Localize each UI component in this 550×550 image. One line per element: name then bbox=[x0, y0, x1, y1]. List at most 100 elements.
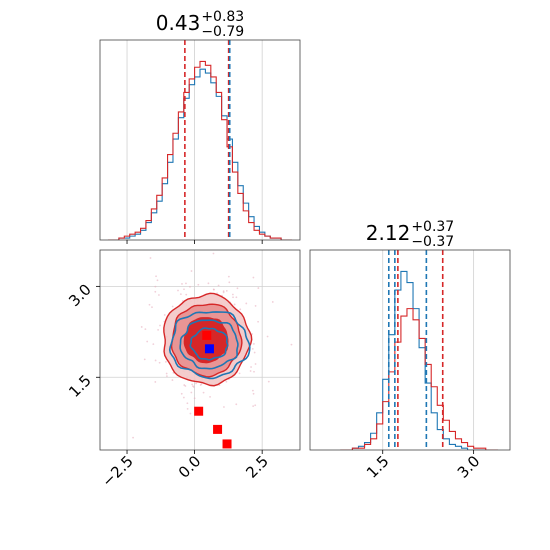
marginal-x-ticks bbox=[126, 240, 263, 244]
joint-sample-point bbox=[166, 375, 168, 378]
joint-y-tick-label: 1.5 bbox=[65, 371, 95, 401]
joint-sample-point bbox=[193, 397, 196, 400]
joint-sample-point bbox=[251, 333, 253, 335]
joint-sample-point bbox=[253, 343, 255, 345]
joint-sample-point bbox=[181, 283, 183, 285]
joint-sample-point bbox=[212, 288, 215, 291]
marginal-y-histogram bbox=[340, 250, 498, 450]
marginal-y-title-plus: +0.37 bbox=[411, 219, 454, 235]
joint-sample-point bbox=[207, 282, 210, 285]
joint-sample-point bbox=[154, 359, 157, 362]
joint-sample-point bbox=[253, 351, 256, 354]
joint-x-tick-label: −2.5 bbox=[98, 452, 136, 490]
joint-sample-point bbox=[209, 396, 211, 398]
joint-sample-point bbox=[257, 287, 260, 289]
marginal-x-series bbox=[108, 68, 292, 240]
joint-sample-point bbox=[266, 335, 269, 338]
marginal-x-histogram bbox=[108, 40, 292, 240]
joint-sample-point bbox=[185, 282, 187, 285]
joint-sample-point bbox=[257, 320, 259, 323]
joint-sample-point bbox=[239, 308, 242, 311]
joint-sample-point bbox=[232, 296, 234, 299]
joint-sample-point bbox=[202, 391, 205, 394]
marginal-y-frame bbox=[309, 249, 511, 451]
joint-sample-point bbox=[290, 343, 293, 346]
joint-sample-point bbox=[228, 281, 231, 284]
joint-sample-point bbox=[151, 306, 153, 309]
joint-sample-point bbox=[267, 380, 270, 383]
joint-ticks: −2.5 0.0 2.5 1.5 3.0 bbox=[65, 280, 272, 490]
joint-sample-point bbox=[171, 305, 174, 308]
marginal-y-panel: 1.5 3.0 2.12+0.37 −0.37 bbox=[309, 219, 511, 482]
joint-sample-point bbox=[245, 302, 248, 305]
marginal-x-series bbox=[108, 60, 292, 240]
joint-x-tick-label: 2.5 bbox=[242, 452, 272, 482]
joint-marker-square bbox=[204, 344, 214, 354]
joint-sample-point bbox=[252, 392, 255, 395]
joint-contour-blue bbox=[189, 327, 229, 361]
joint-sample-point bbox=[149, 257, 152, 259]
joint-sample-point bbox=[185, 293, 188, 296]
joint-sample-point bbox=[154, 290, 157, 293]
marginal-x-title-value: 0.43 bbox=[156, 11, 201, 35]
joint-sample-point bbox=[143, 358, 146, 361]
joint-sample-point bbox=[189, 412, 192, 415]
joint-x-tick-label: 0.0 bbox=[175, 452, 205, 482]
marginal-x-title-minus: −0.79 bbox=[201, 24, 244, 40]
joint-sample-point bbox=[156, 279, 159, 282]
joint-sample-point bbox=[132, 436, 134, 439]
joint-sample-point bbox=[154, 285, 157, 288]
joint-sample-point bbox=[238, 372, 241, 375]
joint-sample-point bbox=[146, 340, 149, 343]
joint-sample-point bbox=[152, 343, 155, 346]
joint-sample-point bbox=[253, 370, 255, 373]
marginal-x-title: 0.43+0.83 −0.79 bbox=[156, 9, 244, 40]
marginal-y-tick-label: 3.0 bbox=[454, 452, 484, 482]
joint-sample-point bbox=[144, 328, 147, 330]
joint-sample-point bbox=[251, 347, 254, 350]
joint-sample-point bbox=[235, 296, 238, 299]
joint-sample-point bbox=[311, 328, 313, 330]
joint-sample-point bbox=[212, 252, 215, 255]
joint-sample-point bbox=[186, 402, 189, 405]
joint-sample-point bbox=[217, 284, 220, 287]
joint-sample-point bbox=[191, 246, 193, 248]
joint-sample-point bbox=[154, 381, 157, 383]
joint-sample-point bbox=[158, 294, 160, 296]
joint-sample-point bbox=[227, 275, 230, 278]
marginal-y-series bbox=[340, 308, 498, 450]
marginal-x-title-plus: +0.83 bbox=[201, 9, 244, 25]
joint-sample-point bbox=[225, 380, 228, 383]
joint-sample-point bbox=[231, 293, 234, 296]
joint-sample-point bbox=[251, 389, 254, 392]
joint-sample-point bbox=[182, 396, 185, 399]
joint-sample-point bbox=[140, 326, 143, 328]
joint-sample-point bbox=[163, 314, 166, 316]
marginal-y-title-value: 2.12 bbox=[366, 221, 411, 245]
joint-marker-square bbox=[213, 424, 223, 434]
joint-sample-point bbox=[254, 305, 257, 307]
joint-sample-point bbox=[195, 382, 197, 385]
joint-contours bbox=[132, 246, 313, 449]
joint-sample-point bbox=[186, 407, 189, 410]
marginal-y-ticks: 1.5 3.0 bbox=[363, 450, 484, 482]
joint-sample-point bbox=[155, 275, 157, 278]
joint-sample-point bbox=[164, 360, 167, 363]
joint-marker-square bbox=[202, 330, 212, 340]
joint-sample-point bbox=[249, 370, 252, 372]
joint-sample-point bbox=[159, 324, 161, 327]
joint-sample-point bbox=[222, 291, 225, 294]
joint-contour-blue bbox=[168, 311, 251, 380]
marginal-y-title-minus: −0.37 bbox=[411, 234, 454, 250]
joint-sample-point bbox=[179, 293, 182, 295]
joint-panel: −2.5 0.0 2.5 1.5 3.0 bbox=[65, 246, 313, 491]
joint-sample-point bbox=[254, 404, 257, 407]
marginal-y-grid bbox=[382, 250, 475, 450]
joint-sample-point bbox=[191, 383, 194, 386]
joint-sample-point bbox=[197, 283, 200, 286]
joint-sample-point bbox=[148, 303, 151, 306]
joint-marker-square bbox=[222, 439, 232, 449]
marginal-y-tick-label: 1.5 bbox=[363, 452, 393, 482]
joint-sample-point bbox=[236, 287, 239, 290]
